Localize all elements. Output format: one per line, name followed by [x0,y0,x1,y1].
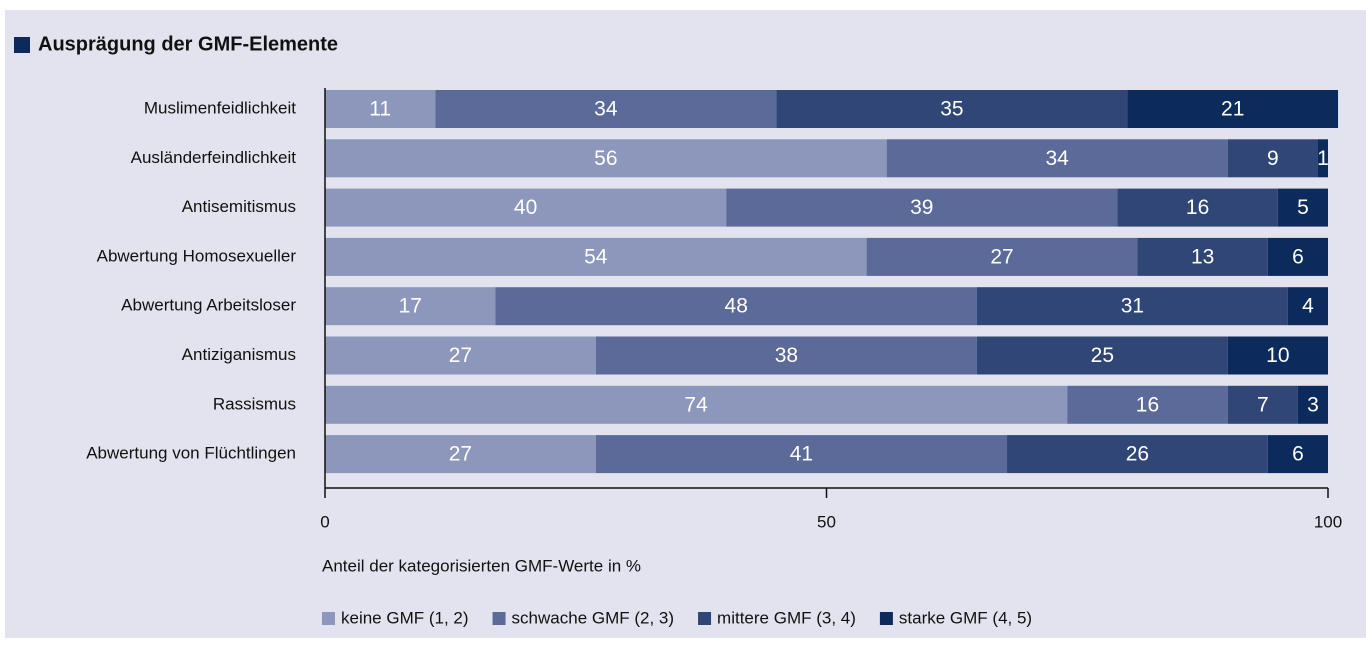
data-label: 7 [1257,393,1269,416]
data-label: 27 [990,245,1013,268]
y-tick-label: Antisemitismus [182,197,296,216]
data-label: 41 [790,443,813,466]
y-tick-label: Muslimenfeidlichkeit [144,98,296,117]
bar-segment [495,287,977,326]
bar-segment [1007,435,1268,474]
y-tick-label: Abwertung Arbeitsloser [121,296,296,315]
bar-segment [1267,237,1328,276]
bar-segment [1117,188,1278,227]
bar-segment [1277,188,1328,227]
legend-swatch [698,612,712,625]
bar-segment [325,435,596,474]
bar-segment [886,139,1228,178]
bar-segment [776,90,1128,128]
data-label: 9 [1267,147,1279,170]
data-label: 54 [584,245,608,268]
data-label: 3 [1307,393,1319,416]
bar-segment [976,336,1228,375]
bar-segment [1287,287,1328,326]
bar-segment [1267,435,1328,474]
bar-segment [1227,139,1318,178]
y-tick-label: Ausländerfeindlichkeit [131,148,297,167]
bar-segment [976,287,1288,326]
x-axis-label: Anteil der kategorisierten GMF-Werte in … [322,556,641,575]
data-label: 1 [1317,147,1329,170]
legend-label: keine GMF (1, 2) [341,608,469,627]
data-label: 21 [1221,98,1244,121]
y-tick-label: Abwertung von Flüchtlingen [86,444,296,463]
x-tick-label: 100 [1314,512,1342,531]
data-label: 31 [1121,295,1144,318]
data-label: 25 [1091,344,1114,367]
legend-swatch [492,612,506,625]
data-label: 39 [910,196,933,219]
data-label: 34 [1046,147,1070,170]
legend-swatch [322,612,335,625]
chart-title: Ausprägung der GMF-Elemente [38,33,338,55]
bar-segment [1227,385,1298,424]
data-label: 13 [1191,245,1214,268]
y-tick-label: Antiziganismus [182,345,296,364]
bar-segment [1137,237,1268,276]
bar-segment [1317,139,1328,178]
data-label: 26 [1126,443,1149,466]
data-label: 6 [1292,443,1304,466]
bar-segment [435,90,777,128]
x-tick-label: 0 [320,512,329,531]
legend-label: starke GMF (4, 5) [899,608,1032,627]
legend-swatch [879,612,893,625]
bar-segment [325,139,887,178]
y-tick-label: Abwertung Homosexueller [97,246,297,265]
data-label: 16 [1136,393,1159,416]
data-label: 27 [449,443,472,466]
data-label: 38 [775,344,798,367]
legend-label: schwache GMF (2, 3) [512,608,675,627]
data-label: 5 [1297,196,1309,219]
y-tick-label: Rassismus [213,394,296,413]
data-label: 34 [594,98,618,121]
data-label: 40 [514,196,537,219]
data-label: 11 [369,98,391,121]
data-label: 27 [449,344,472,367]
data-label: 16 [1186,196,1209,219]
bar-segment [866,237,1138,276]
bar-segment [1297,385,1328,424]
legend-label: mittere GMF (3, 4) [717,608,856,627]
data-label: 4 [1302,295,1314,318]
bar-segment [325,287,496,326]
bar-segment [325,90,436,128]
x-tick-label: 50 [817,512,836,531]
data-label: 6 [1292,245,1304,268]
data-label: 17 [399,295,422,318]
bar-segment [1227,336,1328,375]
bar-segment [325,336,596,375]
bar-segment [726,188,1118,227]
bar-segment [595,336,977,375]
data-label: 56 [594,147,617,170]
bar-segment [325,385,1068,424]
bar-segment [1067,385,1228,424]
data-label: 74 [684,393,708,416]
bar-segment [325,188,727,227]
data-label: 48 [725,295,748,318]
bar-segment [1127,90,1339,128]
data-label: 35 [940,98,963,121]
bar-segment [325,237,867,276]
title-icon [14,37,30,53]
data-label: 10 [1266,344,1289,367]
bar-segment [595,435,1008,474]
